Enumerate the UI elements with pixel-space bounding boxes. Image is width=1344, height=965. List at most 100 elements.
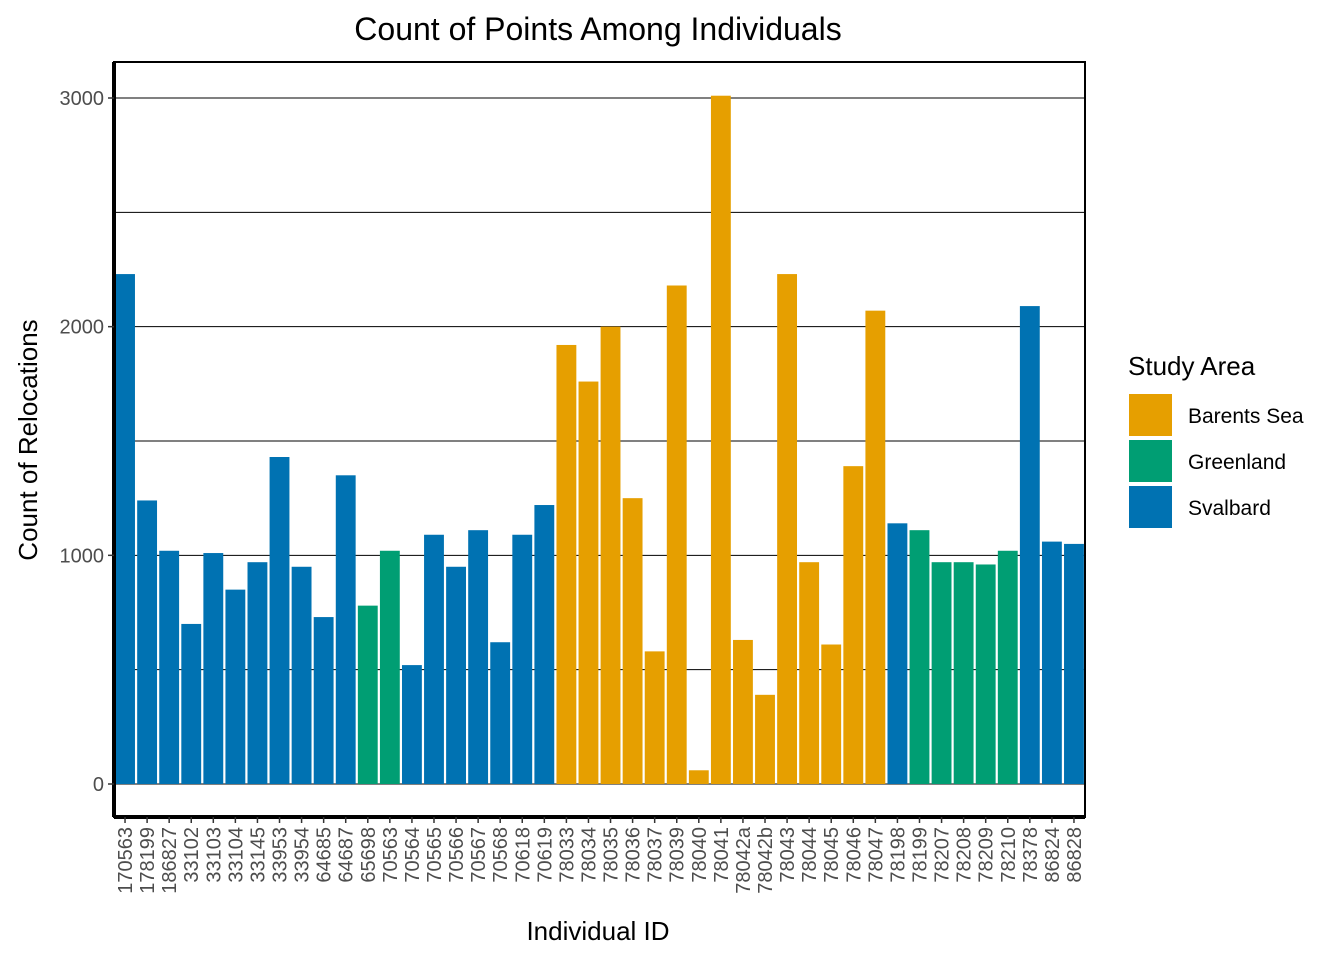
bar-70568 — [490, 642, 511, 784]
x-tick-label: 64687 — [336, 827, 358, 883]
x-tick-label: 70619 — [534, 827, 556, 883]
bar-78041 — [710, 95, 731, 785]
legend-swatch — [1129, 440, 1172, 482]
x-tick-label: 78047 — [865, 827, 887, 883]
bar-65698 — [357, 605, 378, 784]
x-tick-label: 78035 — [601, 827, 623, 883]
x-tick-label: 70566 — [446, 827, 468, 883]
bar-70618 — [512, 534, 533, 784]
bar-78209 — [975, 564, 996, 784]
axes — [108, 61, 1086, 823]
bar-78199 — [909, 530, 930, 784]
legend-label: Greenland — [1188, 451, 1286, 474]
x-tick-label: 78041 — [711, 827, 733, 883]
bar-78207 — [931, 562, 952, 784]
x-tick-label: 78034 — [578, 827, 600, 883]
bar-78046 — [843, 466, 864, 784]
x-tick-label: 86824 — [1042, 827, 1064, 883]
legend-items: Barents Sea Greenland Svalbard — [1129, 394, 1304, 528]
x-tick-label: 78042a — [733, 826, 755, 894]
x-tick-label: 186827 — [159, 827, 181, 894]
bar-64685 — [313, 617, 334, 784]
bar-78039 — [666, 285, 687, 784]
x-tick-label: 78040 — [689, 827, 711, 883]
y-tick-label: 1000 — [60, 545, 105, 567]
bar-33103 — [203, 553, 224, 784]
legend-label: Barents Sea — [1188, 405, 1304, 428]
x-tick-label: 70618 — [512, 827, 534, 883]
bar-78042a — [733, 639, 753, 784]
x-tick-label: 170563 — [115, 827, 137, 894]
legend: Study Area Barents Sea Greenland Svalbard — [1128, 351, 1304, 528]
x-tick-label: 70567 — [468, 827, 490, 883]
x-tick-label: 70564 — [402, 827, 424, 883]
bar-78043 — [777, 274, 798, 784]
bar-78208 — [953, 562, 974, 784]
bar-33145 — [247, 562, 268, 784]
bar-78040 — [688, 770, 709, 784]
x-tick-label: 70565 — [424, 827, 446, 883]
x-tick-label: 33953 — [270, 827, 292, 883]
x-tick-label: 70563 — [380, 827, 402, 883]
x-tick-label: 78042b — [755, 827, 777, 894]
legend-swatch — [1129, 394, 1172, 436]
legend-swatch — [1129, 486, 1172, 528]
bar-86824 — [1041, 541, 1062, 784]
y-tick-label: 2000 — [60, 317, 105, 339]
bar-78037 — [644, 651, 665, 784]
bar-70619 — [534, 505, 555, 784]
bar-78034 — [578, 381, 599, 784]
x-tick-label: 33102 — [181, 827, 203, 883]
bar-78047 — [865, 310, 886, 784]
legend-title: Study Area — [1128, 351, 1256, 381]
x-tick-label: 33145 — [247, 827, 269, 883]
x-tick-label: 33103 — [203, 827, 225, 883]
x-tick-label: 78037 — [645, 827, 667, 883]
x-tick-label: 78208 — [954, 827, 976, 883]
x-axis-title: Individual ID — [526, 916, 669, 946]
bar-78044 — [799, 562, 820, 784]
x-tick-label: 65698 — [358, 827, 380, 883]
bar-78198 — [887, 523, 908, 784]
x-tick-label: 78045 — [821, 827, 843, 883]
legend-label: Svalbard — [1188, 497, 1271, 520]
bar-70564 — [401, 665, 422, 784]
bar-70565 — [424, 534, 444, 784]
bar-33104 — [225, 589, 246, 784]
bar-70567 — [468, 530, 489, 784]
x-tick-label: 78199 — [909, 827, 931, 883]
bar-170563 — [115, 274, 135, 784]
x-tick-label: 78039 — [667, 827, 689, 883]
bars — [115, 95, 1084, 785]
x-tick-label: 78207 — [932, 827, 954, 883]
bar-33953 — [269, 457, 290, 784]
y-tick-labels: 0 1000 2000 3000 — [60, 88, 105, 796]
bar-78035 — [600, 326, 621, 784]
bar-33102 — [181, 623, 202, 784]
x-tick-label: 78198 — [887, 827, 909, 883]
bar-78045 — [821, 644, 842, 784]
bar-33954 — [291, 566, 312, 784]
chart-title: Count of Points Among Individuals — [354, 11, 841, 47]
x-tick-label: 78033 — [556, 827, 578, 883]
x-tick-label: 33104 — [225, 827, 247, 883]
x-tick-label: 78210 — [998, 827, 1020, 883]
x-tick-label: 33954 — [292, 827, 314, 883]
bar-70563 — [379, 550, 400, 784]
y-tick-label: 3000 — [60, 88, 105, 110]
x-tick-label: 78044 — [799, 827, 821, 883]
bar-178199 — [137, 500, 158, 784]
bar-78042b — [755, 694, 775, 784]
bar-78033 — [556, 344, 577, 784]
bar-78378 — [1019, 306, 1040, 784]
bar-186827 — [159, 550, 180, 784]
x-tick-label: 78046 — [843, 827, 865, 883]
bar-78036 — [622, 498, 643, 784]
bar-70566 — [446, 566, 466, 784]
x-tick-labels: 170563 178199 186827 33102 33103 33104 33145 33… — [115, 826, 1086, 894]
bar-78210 — [997, 550, 1018, 784]
x-tick-label: 178199 — [137, 827, 159, 894]
x-tick-label: 86828 — [1064, 827, 1086, 883]
